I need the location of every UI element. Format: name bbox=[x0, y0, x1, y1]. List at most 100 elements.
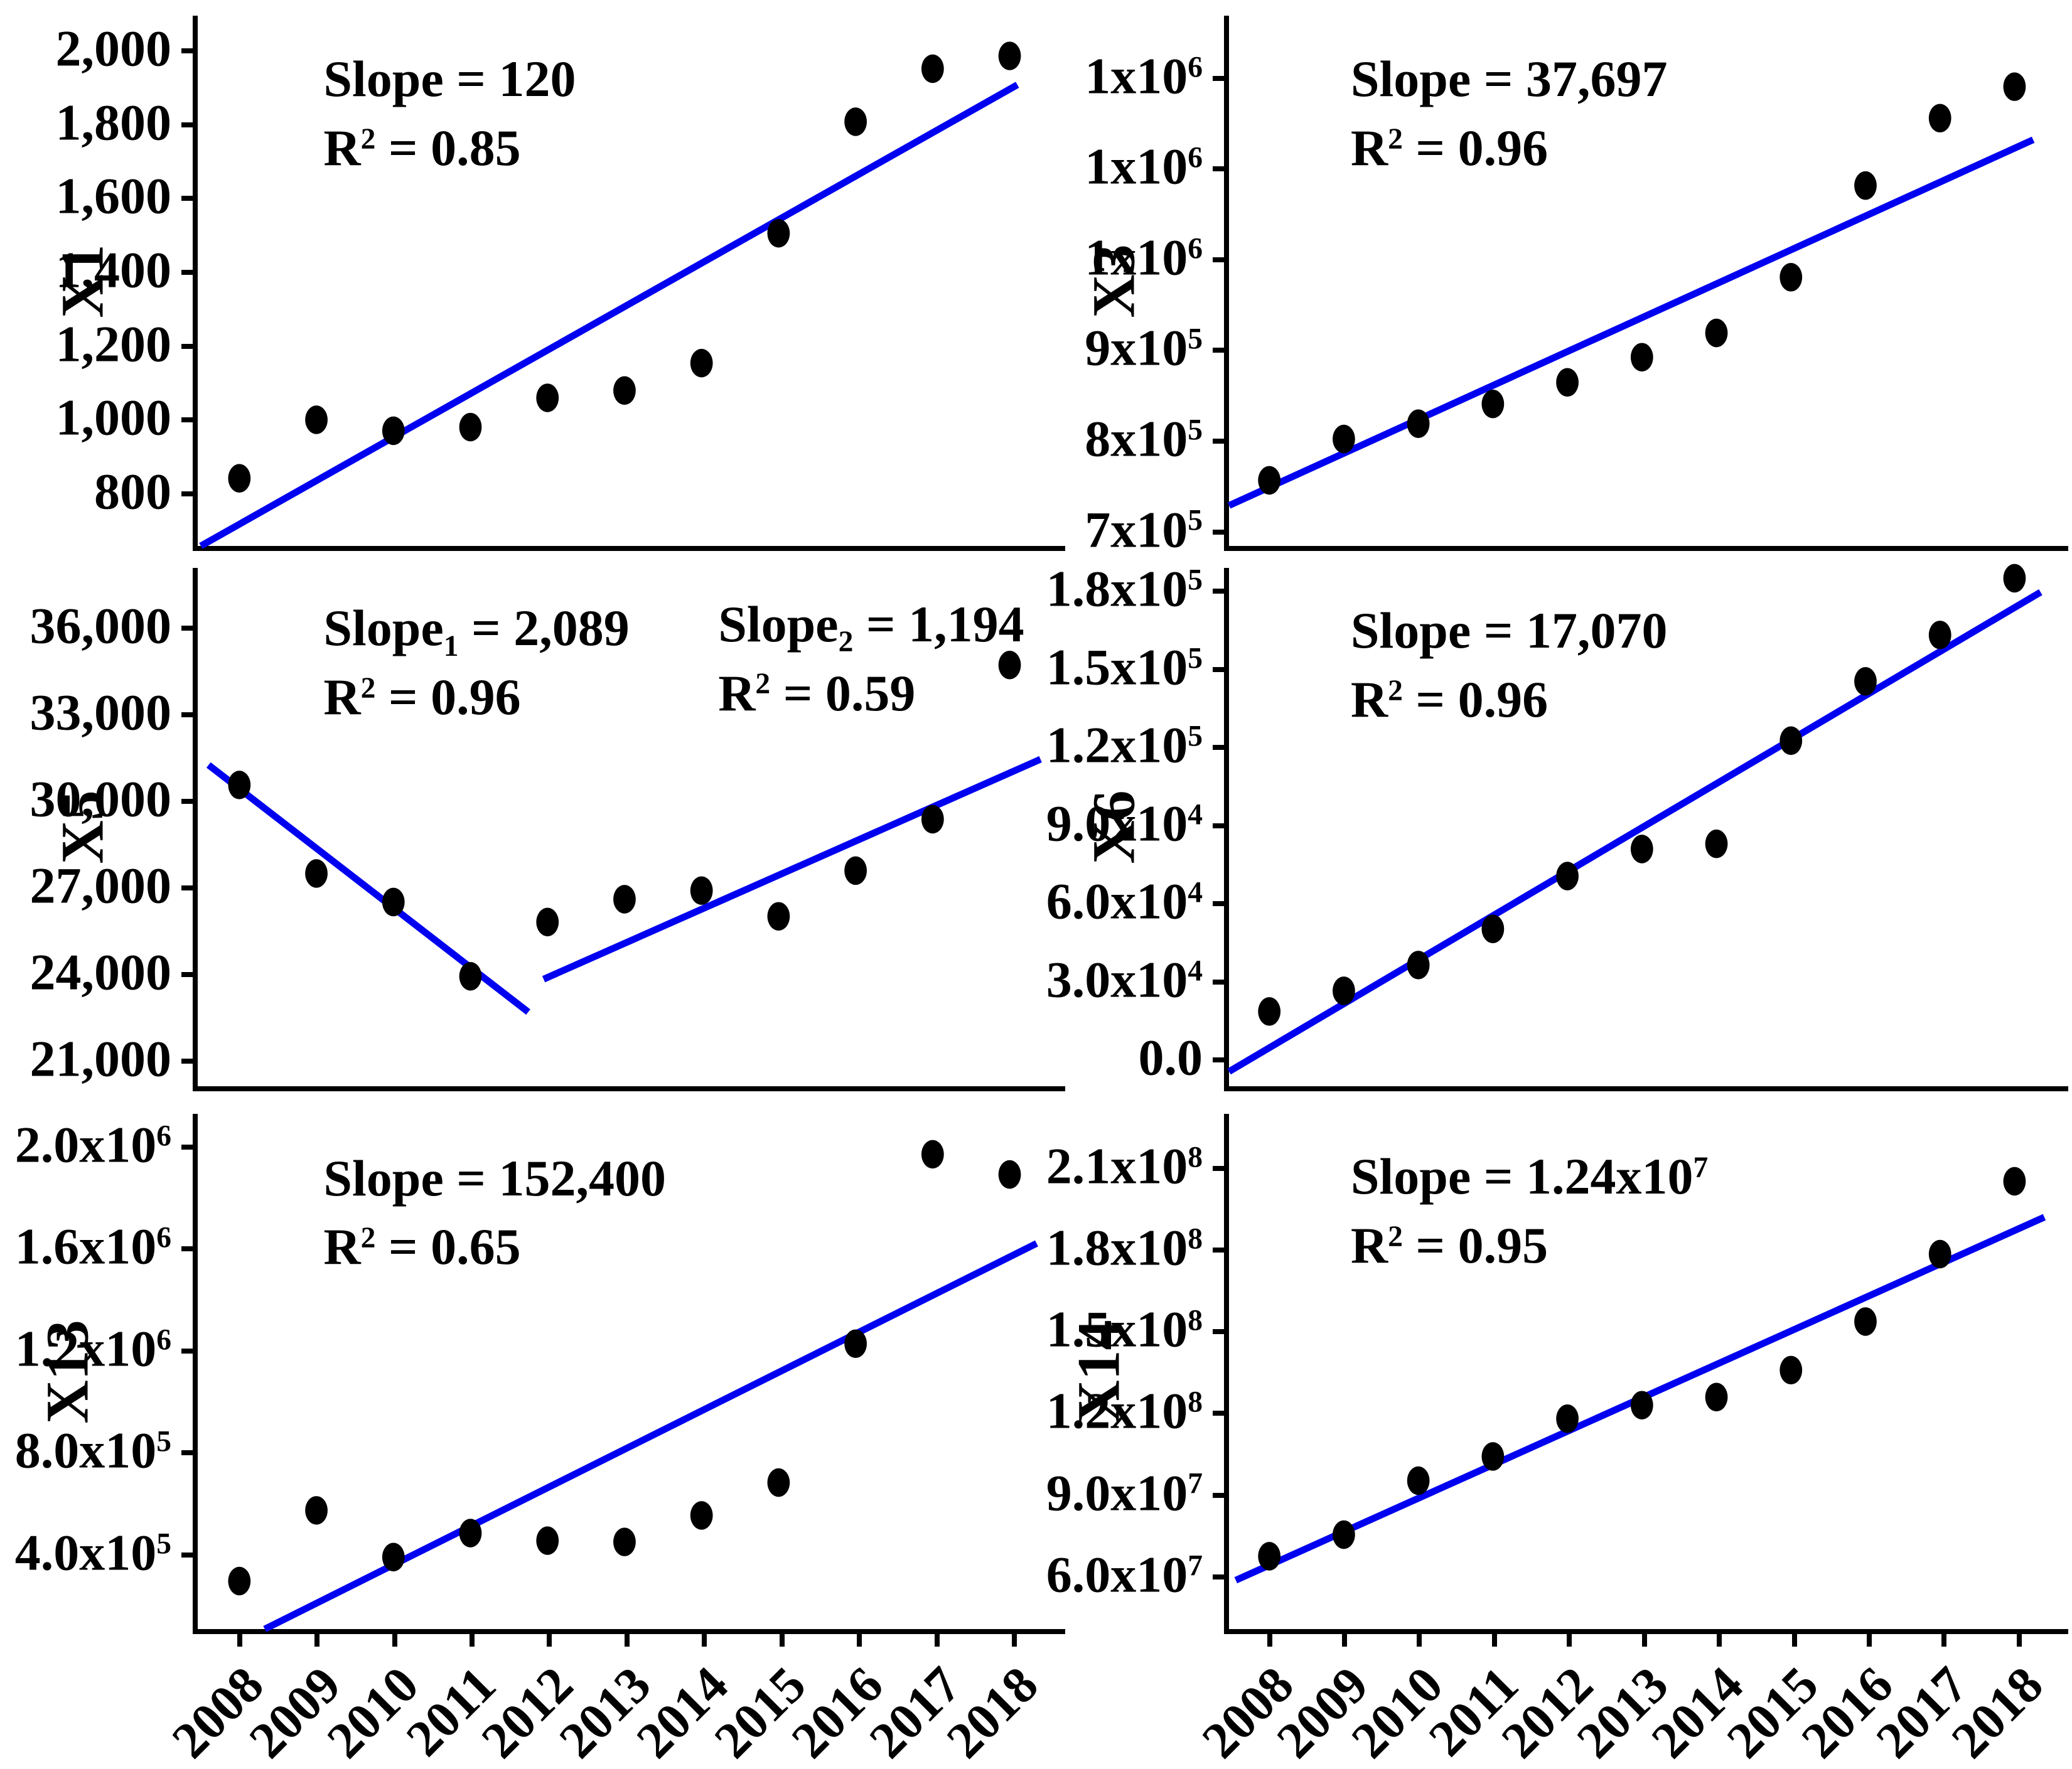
data-point-X13-2010 bbox=[382, 1542, 405, 1572]
y-tick-label: 1.2x106 bbox=[14, 1320, 171, 1377]
y-tick bbox=[181, 1553, 198, 1558]
x-tick-label-year: 2018 bbox=[935, 1655, 1049, 1769]
y-tick-label: 1.8x108 bbox=[1046, 1219, 1203, 1276]
data-point-X13-2017 bbox=[921, 1140, 944, 1169]
x-tick bbox=[1717, 1629, 1722, 1647]
x-tick bbox=[1567, 1629, 1572, 1647]
data-point-X3-2018 bbox=[2003, 72, 2026, 101]
y-tick bbox=[1213, 1248, 1229, 1253]
y-tick bbox=[1213, 257, 1229, 262]
data-point-X3-2014 bbox=[1705, 318, 1728, 348]
r-squared-annotation: R2 = 0.59 bbox=[718, 664, 916, 722]
r-squared-annotation: R2 = 0.95 bbox=[1350, 1217, 1549, 1275]
y-tick bbox=[1213, 1492, 1229, 1498]
y-tick-label: 1x106 bbox=[1085, 228, 1203, 286]
y-tick-label: 1,600 bbox=[55, 167, 172, 225]
data-point-X5-2008 bbox=[228, 771, 251, 799]
y-tick bbox=[1213, 1329, 1229, 1335]
data-point-X3-2016 bbox=[1854, 171, 1877, 200]
data-point-X3-2011 bbox=[1481, 389, 1505, 419]
y-tick bbox=[1213, 1165, 1229, 1171]
r-squared-annotation: R2 = 0.96 bbox=[323, 668, 521, 726]
y-tick-label: 1,800 bbox=[55, 94, 172, 151]
data-point-X13-2009 bbox=[305, 1496, 328, 1525]
data-point-X13-2012 bbox=[536, 1526, 559, 1555]
y-tick bbox=[181, 1348, 198, 1354]
y-tick-label: 1.6x106 bbox=[14, 1218, 171, 1276]
y-tick bbox=[181, 48, 198, 53]
r-squared-annotation: R2 = 0.85 bbox=[323, 119, 521, 177]
y-tick bbox=[181, 491, 198, 496]
y-tick bbox=[181, 626, 198, 631]
slope-annotation: Slope = 17,070 bbox=[1350, 602, 1668, 660]
y-tick bbox=[1213, 979, 1229, 985]
x-tick bbox=[1341, 1629, 1347, 1647]
annotation-block-X5-2: Slope2 = 1,194 R2 = 0.59 bbox=[718, 590, 1024, 728]
y-tick-label: 9x105 bbox=[1085, 319, 1203, 377]
data-point-X14-2017 bbox=[1928, 1239, 1951, 1269]
annotation-block-X5-1: Slope1 = 2,089 R2 = 0.96 bbox=[323, 594, 629, 732]
y-tick bbox=[181, 1144, 198, 1150]
data-point-X5-2016 bbox=[844, 856, 867, 885]
y-tick bbox=[181, 196, 198, 201]
y-tick-label: 4.0x105 bbox=[14, 1524, 171, 1581]
data-point-X14-2013 bbox=[1630, 1391, 1653, 1420]
data-point-X1-2014 bbox=[690, 348, 713, 378]
y-tick bbox=[181, 712, 198, 718]
data-point-X6-2016 bbox=[1854, 667, 1877, 696]
data-point-X6-2008 bbox=[1258, 997, 1281, 1026]
data-point-X3-2009 bbox=[1333, 424, 1355, 454]
data-point-X14-2012 bbox=[1556, 1404, 1579, 1433]
annotation-block-X6-1: Slope = 17,070 R2 = 0.96 bbox=[1351, 596, 1668, 734]
panel-X3: X3 1x106 1x106 1x106 9x105 8x105 7x105 Slope = … bbox=[1080, 16, 2068, 555]
data-point-X5-2009 bbox=[305, 859, 328, 888]
data-point-X14-2015 bbox=[1779, 1355, 1803, 1385]
y-tick bbox=[1213, 348, 1229, 353]
slope-annotation: Slope2 = 1,194 bbox=[718, 595, 1024, 659]
x-tick bbox=[1267, 1629, 1272, 1647]
data-point-X13-2018 bbox=[998, 1160, 1021, 1189]
y-tick-label: 1x106 bbox=[1085, 138, 1203, 196]
data-point-X5-2015 bbox=[767, 902, 790, 931]
x-tick bbox=[1867, 1629, 1872, 1647]
annotation-block-X1-1: Slope = 120 R2 = 0.85 bbox=[323, 45, 576, 183]
data-point-X14-2016 bbox=[1854, 1307, 1877, 1336]
data-point-X14-2008 bbox=[1258, 1542, 1281, 1571]
x-tick bbox=[1491, 1629, 1497, 1647]
panel-X14: X14 2.1x108 1.8x108 1.5x108 1.2x108 9.0x107 6.… bbox=[1046, 1114, 2068, 1769]
data-point-X13-2015 bbox=[767, 1468, 790, 1497]
y-tick-label: 2.0x106 bbox=[14, 1116, 171, 1173]
x-tick bbox=[1417, 1629, 1422, 1647]
y-tick-label: 2.1x108 bbox=[1046, 1137, 1203, 1195]
y-tick bbox=[181, 799, 198, 804]
data-point-X6-2013 bbox=[1630, 835, 1653, 863]
y-tick-label: 8.0x105 bbox=[14, 1422, 171, 1480]
y-tick bbox=[181, 269, 198, 275]
slope-annotation: Slope = 1.24x107 bbox=[1350, 1148, 1709, 1205]
data-point-X13-2016 bbox=[844, 1329, 867, 1359]
y-tick-label: 1.5x108 bbox=[1046, 1300, 1203, 1358]
annotation-block-X14-1: Slope = 1.24x107 R2 = 0.95 bbox=[1351, 1142, 1708, 1280]
y-tick bbox=[1213, 75, 1229, 81]
y-tick-label: 9.0x107 bbox=[1046, 1464, 1203, 1522]
regression-line bbox=[1227, 589, 2042, 1075]
data-point-X1-2012 bbox=[536, 383, 559, 412]
y-tick bbox=[181, 1450, 198, 1456]
x-tick bbox=[470, 1629, 475, 1647]
data-point-X3-2008 bbox=[1258, 466, 1281, 495]
data-point-X6-2012 bbox=[1556, 862, 1579, 890]
x-tick bbox=[1641, 1629, 1647, 1647]
y-tick bbox=[1213, 1411, 1229, 1416]
y-tick-label: 33,000 bbox=[30, 684, 172, 742]
x-tick bbox=[314, 1629, 320, 1647]
x-tick bbox=[934, 1629, 940, 1647]
y-tick-label: 7x105 bbox=[1085, 501, 1203, 558]
slope-annotation: Slope = 152,400 bbox=[323, 1149, 666, 1207]
x-tick bbox=[857, 1629, 862, 1647]
data-point-X14-2010 bbox=[1407, 1466, 1430, 1495]
y-tick bbox=[1213, 823, 1229, 828]
y-tick-label: 1.5x105 bbox=[1046, 638, 1203, 696]
data-point-X1-2009 bbox=[305, 405, 328, 434]
y-tick-label: 27,000 bbox=[30, 857, 172, 914]
